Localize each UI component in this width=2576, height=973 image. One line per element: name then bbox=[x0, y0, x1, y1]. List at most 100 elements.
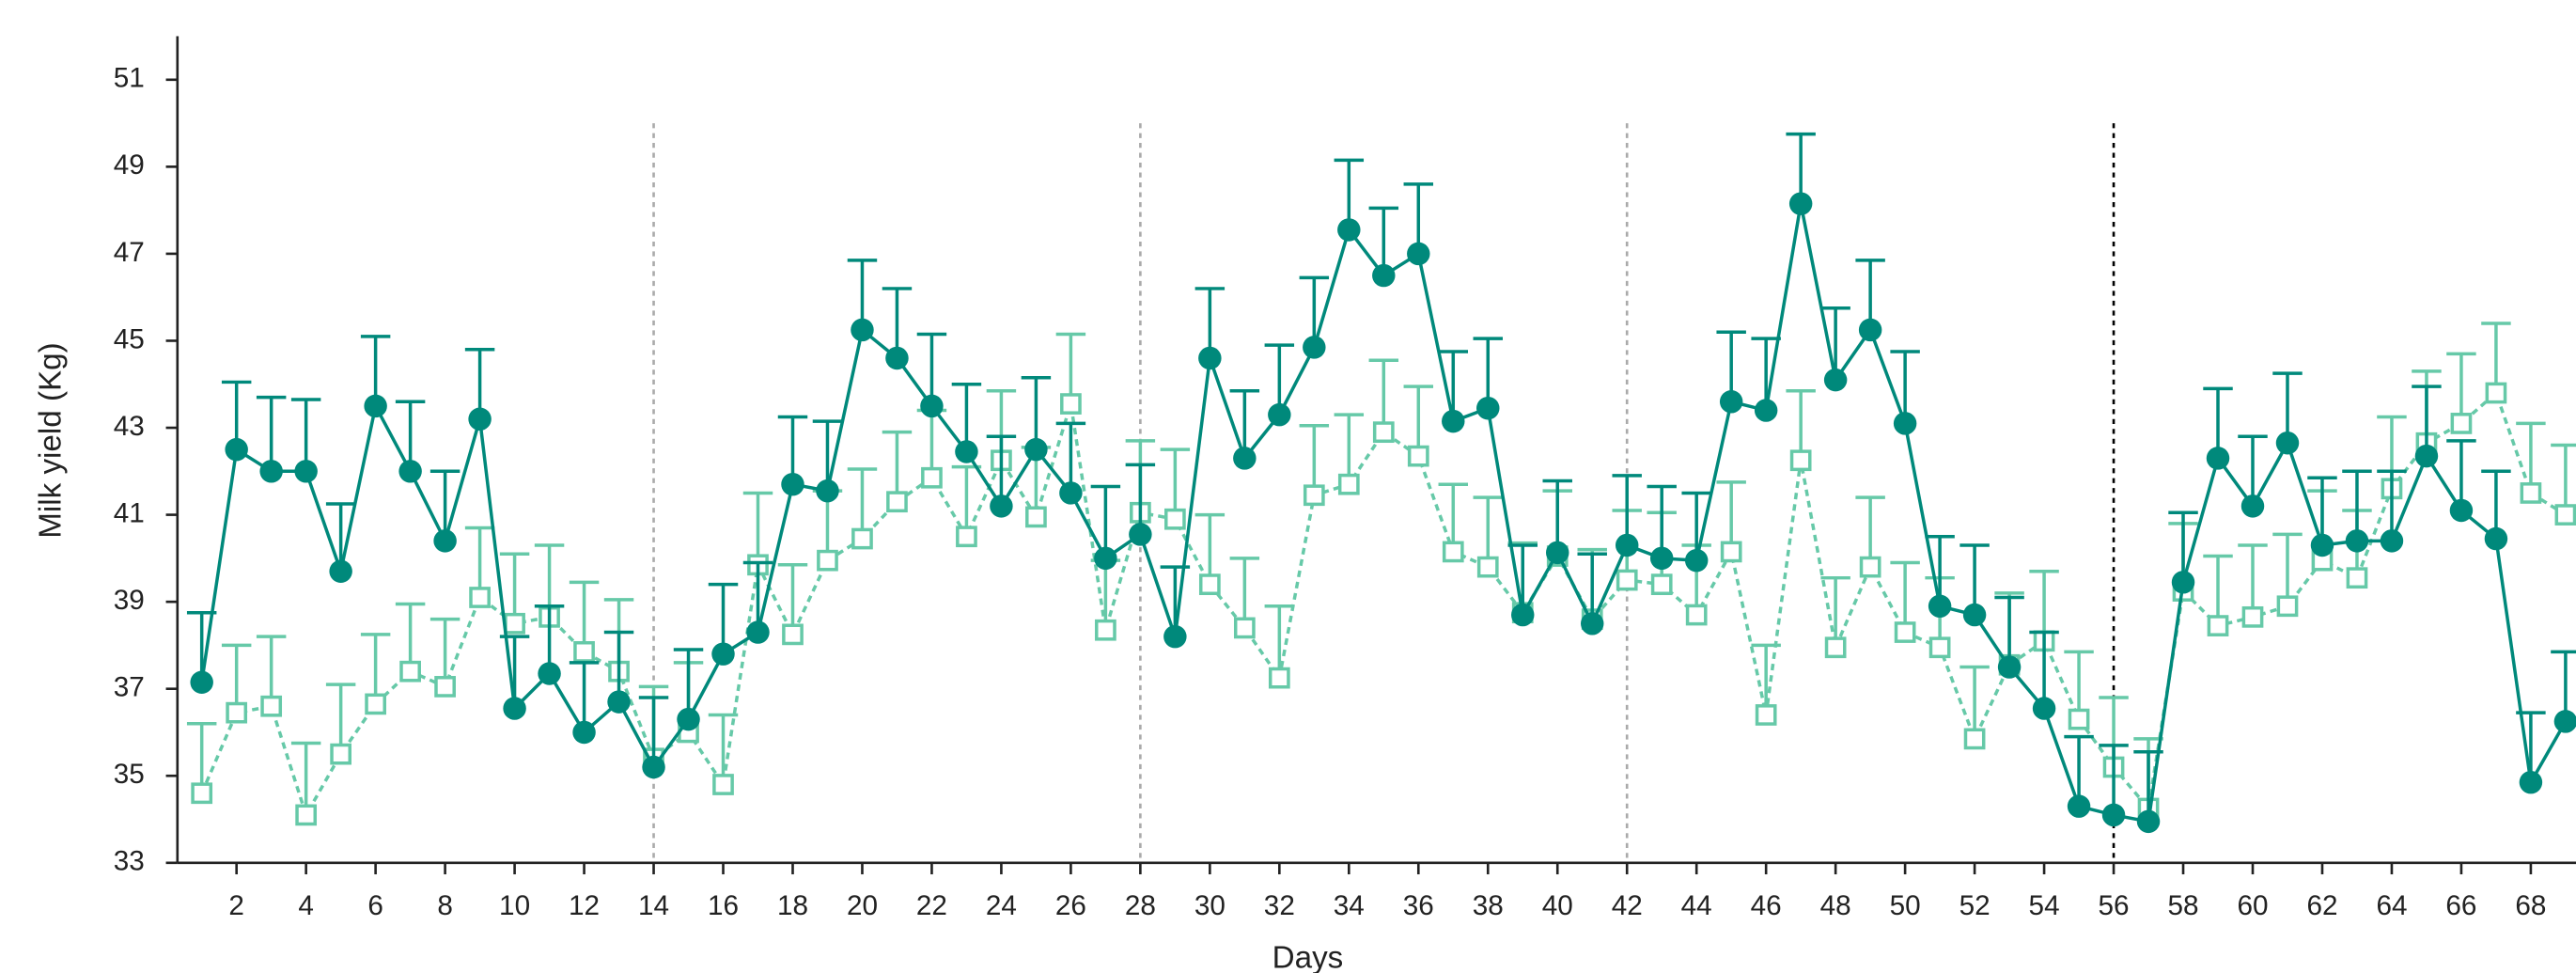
point bbox=[607, 690, 631, 714]
x-tick-label: 64 bbox=[2376, 890, 2407, 921]
x-tick-label: 38 bbox=[1473, 890, 1504, 921]
point bbox=[2032, 697, 2056, 720]
point bbox=[260, 695, 283, 717]
x-tick-label: 18 bbox=[777, 890, 808, 921]
point bbox=[2519, 770, 2543, 794]
point bbox=[1789, 449, 1812, 472]
x-tick-label: 50 bbox=[1890, 890, 1921, 921]
point bbox=[1616, 569, 1638, 591]
point bbox=[1025, 506, 1047, 528]
x-tick-label: 4 bbox=[298, 890, 314, 921]
x-tick-label: 66 bbox=[2445, 890, 2476, 921]
x-tick-label: 20 bbox=[847, 890, 878, 921]
x-tick-label: 68 bbox=[2515, 890, 2546, 921]
y-tick-label: 49 bbox=[114, 149, 145, 180]
point bbox=[885, 346, 909, 370]
point bbox=[1476, 556, 1499, 578]
point bbox=[2449, 498, 2474, 523]
point bbox=[2101, 803, 2126, 827]
point bbox=[851, 318, 874, 342]
point bbox=[225, 437, 248, 462]
point bbox=[1442, 541, 1464, 563]
point bbox=[1580, 612, 1604, 636]
point bbox=[955, 440, 978, 463]
point bbox=[1893, 412, 1917, 435]
y-tick-label: 47 bbox=[114, 237, 145, 268]
x-tick-label: 60 bbox=[2237, 890, 2268, 921]
point bbox=[2450, 413, 2473, 434]
x-tick-label: 32 bbox=[1264, 890, 1295, 921]
point bbox=[572, 720, 596, 745]
point bbox=[746, 620, 770, 644]
point bbox=[1823, 368, 1848, 392]
y-tick-label: 37 bbox=[114, 672, 145, 703]
point bbox=[642, 755, 665, 779]
x-tick-label: 48 bbox=[1820, 890, 1851, 921]
point bbox=[817, 549, 838, 572]
point bbox=[1788, 192, 1813, 215]
x-tick-label: 58 bbox=[2168, 890, 2199, 921]
x-tick-label: 54 bbox=[2029, 890, 2060, 921]
x-axis-label: Days bbox=[1272, 941, 1344, 973]
point bbox=[1233, 617, 1256, 639]
point bbox=[1129, 523, 1152, 546]
point bbox=[1337, 218, 1361, 242]
point bbox=[1649, 546, 1674, 571]
point bbox=[2345, 529, 2369, 553]
point bbox=[712, 774, 734, 795]
point bbox=[921, 466, 943, 489]
point bbox=[469, 587, 491, 608]
point bbox=[1164, 508, 1186, 530]
point bbox=[1511, 603, 1535, 627]
point bbox=[1198, 346, 1222, 370]
point bbox=[886, 491, 908, 513]
point bbox=[434, 676, 456, 698]
point bbox=[851, 527, 873, 550]
series-line bbox=[200, 389, 2567, 820]
x-tick-label: 52 bbox=[1959, 890, 1991, 921]
point bbox=[399, 660, 421, 683]
point bbox=[2520, 482, 2542, 504]
series-line bbox=[199, 203, 2568, 824]
point bbox=[990, 494, 1013, 518]
point bbox=[2136, 809, 2161, 834]
point bbox=[398, 460, 422, 483]
point bbox=[2346, 567, 2368, 589]
point bbox=[573, 640, 595, 663]
point bbox=[2275, 431, 2300, 455]
point bbox=[1233, 447, 1257, 470]
point bbox=[816, 479, 839, 503]
point bbox=[2067, 794, 2091, 818]
point bbox=[956, 526, 977, 548]
x-tick-label: 34 bbox=[1334, 890, 1365, 921]
x-tick-label: 12 bbox=[569, 890, 600, 921]
point bbox=[2554, 504, 2576, 526]
point bbox=[2068, 708, 2090, 730]
x-tick-label: 28 bbox=[1125, 890, 1156, 921]
point bbox=[1094, 546, 1117, 571]
point bbox=[433, 529, 457, 553]
x-tick-label: 56 bbox=[2099, 890, 2130, 921]
x-tick-label: 6 bbox=[367, 890, 383, 921]
y-tick-label: 41 bbox=[114, 497, 145, 528]
point bbox=[1372, 421, 1395, 444]
x-tick-label: 8 bbox=[437, 890, 453, 921]
point bbox=[259, 460, 283, 483]
point bbox=[1754, 399, 1778, 422]
point bbox=[365, 693, 386, 715]
y-axis-label: Milk yield (Kg) bbox=[34, 342, 69, 538]
x-tick-label: 40 bbox=[1542, 890, 1573, 921]
point bbox=[2207, 615, 2229, 636]
point bbox=[364, 394, 387, 418]
point bbox=[1720, 541, 1742, 563]
point bbox=[1928, 594, 1952, 619]
point bbox=[1928, 636, 1951, 659]
x-tick-label: 16 bbox=[708, 890, 739, 921]
point bbox=[1824, 636, 1847, 659]
point bbox=[330, 743, 352, 765]
x-tick-label: 62 bbox=[2306, 890, 2337, 921]
point bbox=[1685, 604, 1708, 626]
point bbox=[2241, 605, 2264, 628]
